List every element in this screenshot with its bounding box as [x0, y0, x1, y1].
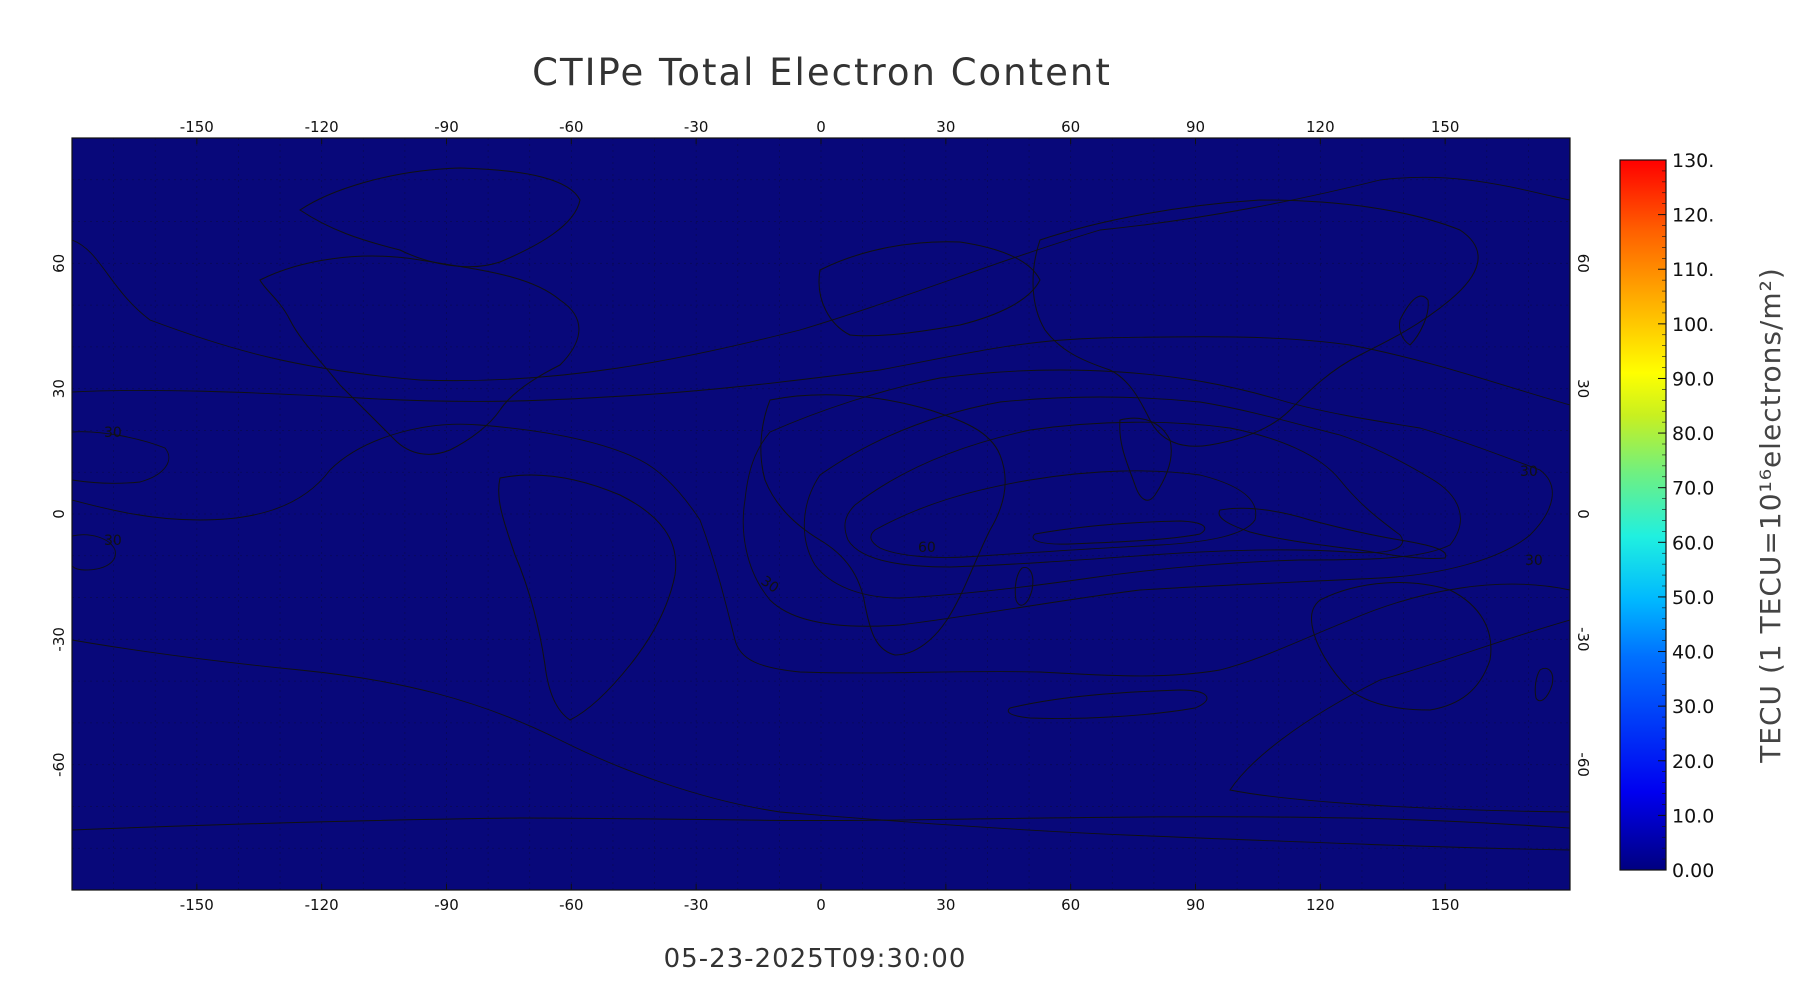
colorbar-ticks: 130. 120. 110. 100. 90.0 80.0 70.0 60.0 50.0 40.0…: [1658, 150, 1714, 882]
lon-tick-label-top: -60: [559, 118, 584, 136]
lon-ticks-bottom: -150 -120 -90 -60 -30 0 30 60 90 120 150: [180, 884, 1460, 914]
timestamp: 05-23-2025T09:30:00: [664, 944, 967, 974]
lat-tick-label-left: 30: [50, 379, 68, 398]
lon-tick-label-top: 150: [1431, 118, 1460, 136]
colorbar: 130. 120. 110. 100. 90.0 80.0 70.0 60.0 50.0 40.0…: [1619, 150, 1787, 882]
colorbar-tick-label: 80.0: [1672, 423, 1714, 445]
contour-label: 30: [1520, 464, 1538, 480]
lon-tick-label-bottom: 30: [936, 896, 955, 914]
tec-band-50-60: [844, 421, 1403, 568]
lat-tick-label-right: -30: [1574, 627, 1592, 652]
contour-label: 30: [104, 533, 122, 549]
lon-tick-label-bottom: -60: [559, 896, 584, 914]
colorbar-tick-label: 0.00: [1672, 860, 1714, 882]
lon-tick-label-top: -90: [434, 118, 459, 136]
colorbar-tick-label: 30.0: [1672, 696, 1714, 718]
lat-tick-label-right: 30: [1574, 379, 1592, 398]
tec-band-10-20: [72, 176, 1570, 851]
graticule: [72, 138, 1570, 890]
lon-tick-label-bottom: -90: [434, 896, 459, 914]
lat-tick-label-left: 60: [50, 254, 68, 273]
lat-tick-label-left: -30: [50, 627, 68, 652]
lat-tick-label-right: 60: [1574, 254, 1592, 273]
lon-tick-label-top: -150: [180, 118, 214, 136]
colorbar-tick-label: 110.: [1672, 259, 1714, 281]
lon-tick-label-bottom: -150: [180, 896, 214, 914]
colorbar-tick-label: 120.: [1672, 205, 1714, 227]
lat-ticks-right: 60 30 0 -30 -60: [1574, 254, 1592, 777]
lat-tick-label-right: -60: [1574, 752, 1592, 777]
colorbar-gradient: [1619, 159, 1667, 871]
lon-tick-label-bottom: 150: [1431, 896, 1460, 914]
tec-band-30-40: [742, 369, 1553, 627]
plot-title: CTIPe Total Electron Content: [532, 51, 1112, 94]
colorbar-unit-label: TECU (1 TECU=10¹⁶electrons/m²): [1754, 267, 1787, 764]
lat-tick-label-left: 0: [50, 509, 68, 519]
lon-tick-label-bottom: 0: [816, 896, 826, 914]
colorbar-tick-label: 10.0: [1672, 805, 1714, 827]
lon-tick-label-bottom: 120: [1306, 896, 1335, 914]
lon-tick-label-bottom: -30: [684, 896, 709, 914]
coastlines: [72, 167, 1570, 831]
tec-band-20-30: [72, 336, 1570, 677]
lon-tick-label-bottom: 60: [1061, 896, 1080, 914]
tec-patch-east-pacific: [72, 534, 116, 571]
lat-tick-label-right: 0: [1574, 509, 1592, 519]
lat-tick-label-left: -60: [50, 752, 68, 777]
colorbar-tick-label: 90.0: [1672, 368, 1714, 390]
tec-band-70-80: [1032, 520, 1206, 545]
colorbar-tick-label: 60.0: [1672, 532, 1714, 554]
colorbar-tick-label: 40.0: [1672, 642, 1714, 664]
lon-tick-label-top: -30: [684, 118, 709, 136]
lon-tick-label-top: 0: [816, 118, 826, 136]
lon-tick-label-top: 60: [1061, 118, 1080, 136]
contour-label: 30: [1525, 553, 1543, 569]
contour-label: 30: [104, 425, 122, 441]
colorbar-tick-label: 100.: [1672, 314, 1714, 336]
lon-tick-label-top: -120: [305, 118, 339, 136]
colorbar-tick-label: 70.0: [1672, 478, 1714, 500]
lat-ticks-left: 60 30 0 -30 -60: [50, 254, 68, 777]
tec-band-40-50: [803, 396, 1461, 599]
tec-patch-south-pacific: [72, 431, 170, 484]
lon-ticks-top: -150 -120 -90 -60 -30 0 30 60 90 120 150: [180, 118, 1460, 144]
colorbar-tick-label: 130.: [1672, 150, 1714, 172]
tec-band-60-70: [870, 470, 1257, 558]
lon-tick-label-top: 30: [936, 118, 955, 136]
lon-tick-label-bottom: 90: [1186, 896, 1205, 914]
lon-tick-label-bottom: -120: [305, 896, 339, 914]
lon-tick-label-top: 90: [1186, 118, 1205, 136]
lon-tick-label-top: 120: [1306, 118, 1335, 136]
colorbar-tick-label: 50.0: [1672, 587, 1714, 609]
contour-label: 60: [918, 540, 936, 556]
map-area: 30 30 60 30 30 30: [72, 138, 1570, 890]
tec-patch-south-indian: [1007, 689, 1208, 719]
colorbar-tick-label: 20.0: [1672, 751, 1714, 773]
